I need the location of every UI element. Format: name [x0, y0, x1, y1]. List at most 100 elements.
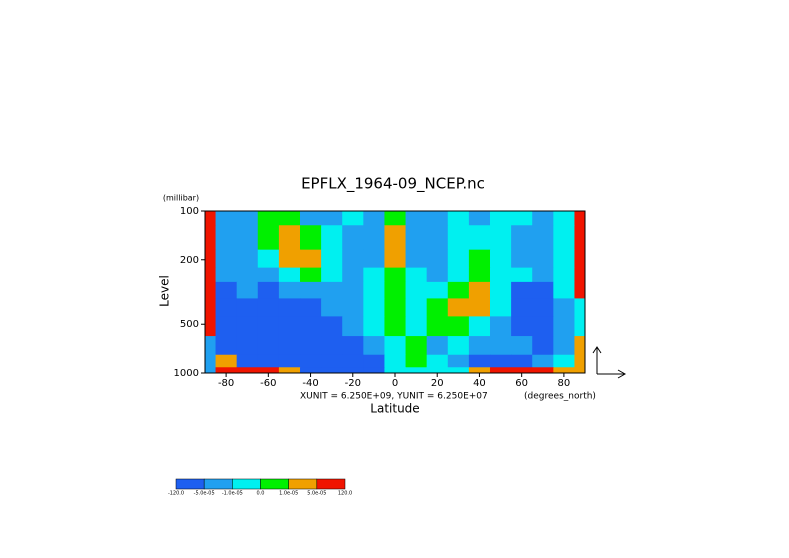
contour-cell	[363, 316, 385, 337]
contour-cell	[384, 316, 407, 337]
contour-cell	[426, 354, 449, 368]
contour-cell	[384, 367, 407, 374]
contour-cell	[468, 367, 491, 374]
contour-cell	[405, 281, 428, 299]
contour-cell	[511, 354, 533, 368]
contour-cell	[300, 225, 322, 251]
y-tick-label: 1000	[174, 368, 199, 379]
contour-cell	[257, 281, 280, 299]
contour-cell	[205, 367, 217, 374]
contour-cell	[278, 211, 301, 226]
chart-title: EPFLX_1964-09_NCEP.nc	[301, 175, 485, 194]
contour-cell	[257, 354, 280, 368]
contour-cell	[574, 211, 586, 226]
x-tick-label: -20	[345, 378, 361, 389]
contour-cell	[490, 225, 512, 251]
contour-cell	[426, 367, 449, 374]
contour-cell	[574, 336, 586, 356]
contour-cell	[321, 298, 343, 317]
contour-cell	[363, 298, 385, 317]
contour-cell	[384, 211, 407, 226]
contour-cell	[553, 249, 575, 269]
contour-cell	[574, 367, 586, 374]
colorbar-box	[175, 478, 205, 490]
contour-cell	[405, 336, 428, 356]
contour-cell	[300, 336, 322, 356]
contour-cell	[363, 281, 385, 299]
contour-cell	[532, 211, 554, 226]
x-tick-label: 80	[558, 378, 571, 389]
contour-cell	[215, 354, 238, 368]
y-tick-label: 100	[180, 206, 199, 217]
colorbar-box	[288, 478, 318, 490]
contour-cell	[384, 298, 407, 317]
contour-cell	[490, 336, 512, 356]
contour-cell	[426, 281, 449, 299]
contour-cell	[236, 367, 259, 374]
colorbar-label: 5.0e-05	[307, 491, 326, 497]
contour-cell	[574, 267, 586, 283]
contour-cell	[490, 281, 512, 299]
contour-cell	[257, 298, 280, 317]
contour-field	[205, 211, 586, 374]
contour-cell	[447, 298, 470, 317]
contour-cell	[278, 316, 301, 337]
contour-cell	[468, 298, 491, 317]
contour-cell	[384, 281, 407, 299]
contour-cell	[447, 316, 470, 337]
contour-cell	[384, 354, 407, 368]
contour-cell	[553, 336, 575, 356]
contour-cell	[300, 367, 322, 374]
contour-cell	[532, 281, 554, 299]
contour-cell	[342, 249, 364, 269]
contour-cell	[574, 281, 586, 299]
contour-cell	[205, 211, 217, 226]
contour-cell	[342, 354, 364, 368]
contour-cell	[321, 367, 343, 374]
contour-cell	[321, 354, 343, 368]
contour-cell	[405, 211, 428, 226]
contour-cell	[426, 249, 449, 269]
contour-cell	[205, 267, 217, 283]
contour-cell	[532, 249, 554, 269]
contour-cell	[574, 316, 586, 337]
contour-cell	[342, 336, 364, 356]
contour-cell	[405, 354, 428, 368]
contour-cell	[511, 267, 533, 283]
contour-cell	[363, 354, 385, 368]
contour-cell	[342, 225, 364, 251]
reference-vector	[592, 346, 627, 379]
contour-cell	[342, 211, 364, 226]
contour-cell	[236, 316, 259, 337]
contour-cell	[553, 281, 575, 299]
contour-cell	[405, 367, 428, 374]
contour-cell	[426, 225, 449, 251]
contour-cell	[553, 225, 575, 251]
y-axis-label: Level	[158, 275, 172, 307]
colorbar-box	[316, 478, 346, 490]
contour-cell	[468, 225, 491, 251]
contour-cell	[300, 249, 322, 269]
contour-cell	[553, 316, 575, 337]
contour-cell	[490, 298, 512, 317]
y-unit: (millibar)	[163, 194, 199, 203]
contour-cell	[490, 211, 512, 226]
contour-cell	[363, 211, 385, 226]
contour-cell	[205, 316, 217, 337]
contour-cell	[426, 267, 449, 283]
x-tick-label: 0	[392, 378, 398, 389]
contour-cell	[215, 267, 238, 283]
contour-cell	[553, 267, 575, 283]
contour-cell	[236, 267, 259, 283]
contour-cell	[384, 225, 407, 251]
colorbar-box	[260, 478, 289, 490]
y-tick-label: 500	[180, 319, 199, 330]
contour-cell	[532, 316, 554, 337]
contour-cell	[300, 354, 322, 368]
contour-cell	[511, 336, 533, 356]
x-tick-label: 60	[515, 378, 528, 389]
contour-cell	[447, 211, 470, 226]
contour-cell	[236, 298, 259, 317]
contour-cell	[574, 225, 586, 251]
contour-cell	[342, 298, 364, 317]
